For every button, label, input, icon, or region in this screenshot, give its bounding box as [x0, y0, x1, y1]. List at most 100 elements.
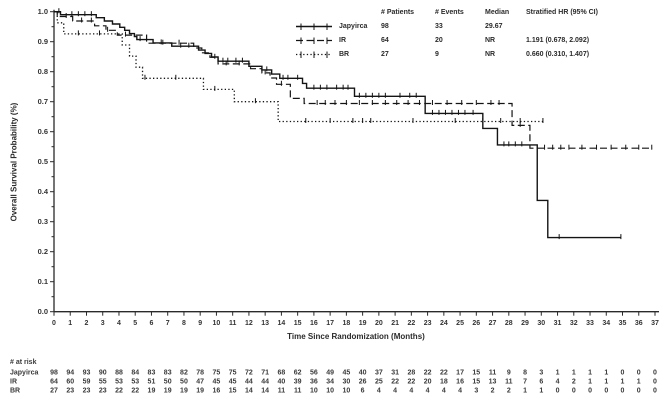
svg-text:8: 8 [523, 370, 527, 377]
legend-ir-events: 20 [435, 36, 443, 44]
svg-text:0: 0 [621, 370, 625, 377]
svg-text:1: 1 [572, 370, 576, 377]
legend-header-row: # Patients # Events Median Stratified HR… [295, 5, 656, 19]
svg-text:78: 78 [196, 370, 204, 377]
svg-text:90: 90 [99, 370, 107, 377]
svg-text:7: 7 [166, 320, 170, 327]
svg-text:19: 19 [180, 388, 188, 395]
legend-table: # Patients # Events Median Stratified HR… [295, 5, 656, 61]
svg-text:22: 22 [115, 388, 123, 395]
svg-text:13: 13 [261, 320, 269, 327]
svg-text:83: 83 [164, 370, 172, 377]
svg-text:22: 22 [407, 379, 415, 386]
svg-text:15: 15 [472, 370, 480, 377]
svg-text:17: 17 [456, 370, 464, 377]
legend-ir-hr: 1.191 (0.678, 2.092) [526, 36, 590, 44]
svg-text:51: 51 [148, 379, 156, 386]
svg-text:0: 0 [572, 388, 576, 395]
legend-ir-median: NR [485, 36, 496, 44]
svg-text:31: 31 [391, 370, 399, 377]
svg-text:47: 47 [196, 379, 204, 386]
svg-text:24: 24 [440, 320, 448, 327]
svg-text:22: 22 [424, 370, 432, 377]
legend-br-patients: 27 [381, 50, 389, 58]
svg-text:37: 37 [375, 370, 383, 377]
svg-text:28: 28 [407, 370, 415, 377]
solid-line-sample-icon [296, 23, 332, 30]
svg-text:0: 0 [653, 379, 657, 386]
legend-row-br: BR 27 9 NR 0.660 (0.310, 1.407) [295, 47, 656, 61]
svg-text:12: 12 [245, 320, 253, 327]
svg-text:3: 3 [539, 370, 543, 377]
svg-text:11: 11 [505, 379, 513, 386]
svg-text:53: 53 [115, 379, 123, 386]
svg-text:15: 15 [229, 388, 237, 395]
legend-br-events: 9 [435, 50, 439, 58]
legend-sample-br [295, 49, 339, 60]
svg-text:84: 84 [131, 370, 139, 377]
svg-text:1: 1 [588, 379, 592, 386]
svg-text:72: 72 [245, 370, 253, 377]
svg-text:4: 4 [393, 388, 397, 395]
svg-text:44: 44 [245, 379, 253, 386]
svg-text:0.2: 0.2 [38, 247, 48, 256]
svg-text:26: 26 [472, 320, 480, 327]
svg-text:10: 10 [326, 388, 334, 395]
legend-ir-patients: 64 [381, 36, 389, 44]
svg-text:40: 40 [278, 379, 286, 386]
svg-text:25: 25 [375, 379, 383, 386]
legend-sample-ir [295, 35, 339, 46]
svg-text:1: 1 [604, 379, 608, 386]
svg-text:19: 19 [164, 388, 172, 395]
svg-text:25: 25 [456, 320, 464, 327]
svg-text:0.5: 0.5 [38, 157, 48, 166]
svg-text:93: 93 [83, 370, 91, 377]
svg-text:82: 82 [180, 370, 188, 377]
svg-text:0: 0 [653, 388, 657, 395]
svg-text:22: 22 [391, 379, 399, 386]
svg-text:4: 4 [442, 388, 446, 395]
svg-text:30: 30 [342, 379, 350, 386]
svg-text:6: 6 [361, 388, 365, 395]
svg-text:0: 0 [637, 370, 641, 377]
legend-header-patients: # Patients [381, 8, 415, 16]
svg-text:0.3: 0.3 [38, 217, 48, 226]
svg-text:56: 56 [310, 370, 318, 377]
svg-text:14: 14 [261, 388, 269, 395]
svg-text:4: 4 [458, 388, 462, 395]
svg-text:18: 18 [440, 379, 448, 386]
svg-text:16: 16 [456, 379, 464, 386]
svg-text:23: 23 [99, 388, 107, 395]
legend-header-events: # Events [435, 8, 464, 16]
svg-text:44: 44 [261, 379, 269, 386]
svg-text:45: 45 [342, 370, 350, 377]
svg-text:0: 0 [653, 370, 657, 377]
svg-text:36: 36 [310, 379, 318, 386]
svg-text:23: 23 [66, 388, 74, 395]
svg-text:19: 19 [148, 388, 156, 395]
legend-row-ir: IR 64 20 NR 1.191 (0.678, 2.092) [295, 33, 656, 47]
svg-text:0: 0 [604, 388, 608, 395]
svg-text:33: 33 [586, 320, 594, 327]
svg-text:27: 27 [489, 320, 497, 327]
svg-text:2: 2 [85, 320, 89, 327]
svg-text:11: 11 [229, 320, 237, 327]
svg-text:55: 55 [99, 379, 107, 386]
svg-text:1: 1 [604, 370, 608, 377]
svg-text:36: 36 [635, 320, 643, 327]
svg-text:28: 28 [505, 320, 513, 327]
svg-text:27: 27 [50, 388, 58, 395]
svg-text:34: 34 [602, 320, 610, 327]
svg-text:22: 22 [440, 370, 448, 377]
legend-japyirca-median: 29.67 [485, 22, 503, 30]
at-risk-row-label-ir: IR [10, 379, 17, 386]
svg-text:4: 4 [377, 388, 381, 395]
legend-name-ir: IR [339, 36, 346, 44]
svg-text:23: 23 [424, 320, 432, 327]
svg-text:40: 40 [359, 370, 367, 377]
svg-text:60: 60 [66, 379, 74, 386]
svg-text:0.6: 0.6 [38, 127, 48, 136]
svg-text:19: 19 [196, 388, 204, 395]
